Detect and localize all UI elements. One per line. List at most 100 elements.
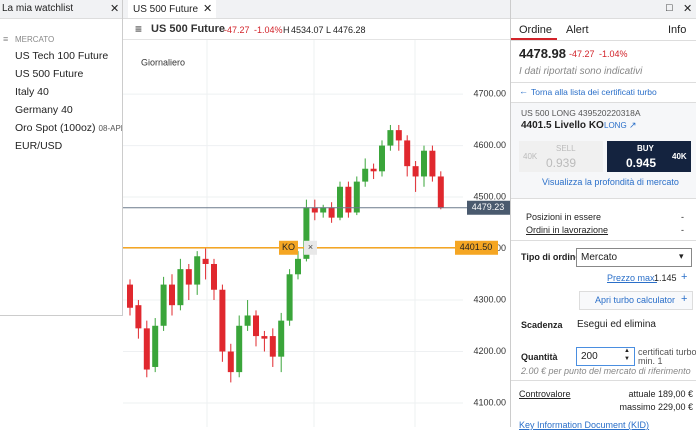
menu-icon[interactable]: ≡ xyxy=(3,34,9,44)
candle-body xyxy=(177,269,184,306)
orders-value: - xyxy=(681,225,684,235)
tab-ordine[interactable]: Ordine xyxy=(519,24,553,36)
candle-body xyxy=(295,258,301,275)
qty-min: min. 1 xyxy=(638,356,663,366)
depth-link[interactable]: Visualizza la profondità di mercato xyxy=(542,177,679,187)
sell-label: SELL xyxy=(556,144,576,153)
close-icon[interactable]: ✕ xyxy=(683,3,693,15)
candle-body xyxy=(160,284,167,326)
menu-icon[interactable]: ≡ xyxy=(135,22,143,36)
candle-body xyxy=(421,150,427,177)
candle-body xyxy=(202,258,209,264)
candle-body xyxy=(244,315,251,326)
candle-body xyxy=(236,325,243,373)
candle-body xyxy=(194,256,201,285)
candle-body xyxy=(395,130,402,141)
countervalue-label[interactable]: Controvalore xyxy=(519,389,571,399)
ko-remove-box[interactable] xyxy=(304,240,317,255)
close-icon[interactable]: ✕ xyxy=(110,3,120,15)
note: I dati riportati sono indicativi xyxy=(519,66,643,77)
y-tick-label: 4200.00 xyxy=(473,346,506,356)
candle-body xyxy=(328,207,335,218)
close-icon[interactable]: ✕ xyxy=(203,3,213,15)
candle-body xyxy=(404,140,411,167)
tab-bar xyxy=(0,0,122,19)
positions[interactable]: Posizioni in essere xyxy=(526,212,602,222)
ko-label: 4401.50 xyxy=(460,242,493,252)
y-tick-label: 4600.00 xyxy=(473,140,506,150)
plus-icon[interactable]: + xyxy=(681,271,688,283)
watchlist-item[interactable]: Germany 40 xyxy=(15,104,73,116)
tab-bar xyxy=(511,0,696,19)
watchlist-item[interactable]: EUR/USD xyxy=(15,140,63,152)
divider xyxy=(123,39,510,40)
watchlist-panel: La mia watchlist ✕ ≡ MERCATO US Tech 100… xyxy=(0,0,123,316)
divider xyxy=(511,82,696,83)
low: 4476.28 xyxy=(333,25,366,35)
qty-input[interactable] xyxy=(576,347,635,366)
tab-info[interactable]: Info xyxy=(668,24,687,36)
order-type-label: Tipo di ordine xyxy=(521,252,581,262)
last-price-label: 4479.23 xyxy=(472,202,505,212)
plus-icon[interactable]: + xyxy=(681,293,688,305)
watchlist-tab[interactable]: La mia watchlist xyxy=(2,3,74,14)
expiry: 08-APR xyxy=(98,124,122,133)
sell-button[interactable] xyxy=(519,141,603,172)
candle-body xyxy=(370,168,377,172)
product-name: 4401.5 Livello KO xyxy=(521,120,604,131)
candle-body xyxy=(261,336,268,339)
divider xyxy=(511,380,696,381)
maximize-icon[interactable]: □ xyxy=(666,2,673,14)
candle-body xyxy=(227,351,234,373)
order-type-select[interactable] xyxy=(576,248,692,267)
calculator-button[interactable] xyxy=(579,291,693,310)
watchlist-item[interactable]: US 500 Future xyxy=(15,68,84,80)
max-price: 1.145 xyxy=(654,273,677,283)
divider xyxy=(511,40,696,41)
candle-body xyxy=(429,150,436,177)
tab-alert[interactable]: Alert xyxy=(566,24,589,36)
watchlist-item[interactable]: Oro Spot (100oz)08-APR xyxy=(15,122,122,134)
back-link[interactable]: Torna alla lista dei certificati turbo xyxy=(531,87,657,97)
candle-body xyxy=(286,274,293,321)
direction[interactable]: LONG xyxy=(604,121,627,130)
ko-remove-icon: × xyxy=(308,242,313,252)
chart-tab[interactable]: US 500 Future xyxy=(133,4,199,15)
candle-body xyxy=(345,186,352,213)
ko-tag: KO xyxy=(282,242,295,252)
candle-body xyxy=(253,315,259,337)
candle-body xyxy=(353,181,360,213)
expiry-label: Scadenza xyxy=(521,320,563,330)
change: -47.27 xyxy=(224,25,250,35)
orders[interactable]: Ordini in lavorazione xyxy=(526,225,609,235)
direction-icon: ↗ xyxy=(629,120,637,130)
buy-button[interactable] xyxy=(607,141,691,172)
watchlist-item[interactable]: US Tech 100 Future xyxy=(15,50,109,62)
active-tab-underline xyxy=(511,38,557,40)
change-pct: -1.04% xyxy=(599,49,628,59)
candle-body xyxy=(320,207,327,213)
order-type: Mercato xyxy=(581,252,618,263)
candle-body xyxy=(185,269,192,285)
watchlist-item[interactable]: Italy 40 xyxy=(15,86,49,98)
candle-body xyxy=(152,325,159,367)
positions-value: - xyxy=(681,212,684,222)
timeframe[interactable]: Giornaliero xyxy=(141,57,185,67)
per-point: 2.00 € per punto del mercato di riferime… xyxy=(521,366,691,376)
candlestick-chart: Giornaliero 4100.004200.004300.004400.00… xyxy=(123,40,510,427)
tab-bar xyxy=(123,0,510,19)
y-tick-label: 4500.00 xyxy=(473,191,506,201)
back-arrow[interactable]: ← xyxy=(519,86,528,96)
kid-link[interactable]: Key Information Document (KID) xyxy=(519,420,650,430)
last-price-box xyxy=(467,200,510,215)
sell-price: 0.939 xyxy=(546,156,577,170)
max-price-label[interactable]: Prezzo max. xyxy=(607,273,658,283)
spinner[interactable]: ▲ ▼ xyxy=(624,348,630,362)
candle-body xyxy=(219,289,226,352)
dropdown-arrow: ▾ xyxy=(679,251,684,261)
price: 4478.98 xyxy=(519,46,566,61)
qty-label: Quantità xyxy=(521,352,558,362)
sell-size: 40K xyxy=(523,152,538,161)
candle-body xyxy=(379,145,385,172)
